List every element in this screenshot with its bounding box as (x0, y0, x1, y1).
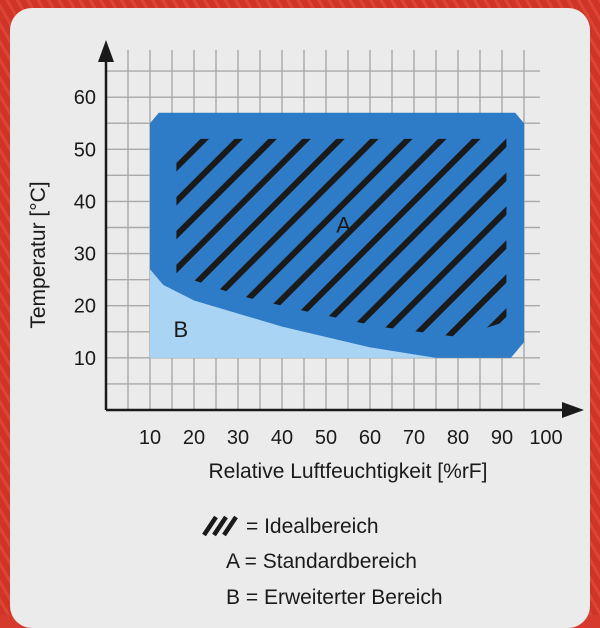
y-tick-label: 20 (74, 296, 96, 318)
y-tick-label: 30 (74, 244, 96, 266)
x-tick-label: 20 (183, 427, 205, 449)
x-axis-arrow (562, 402, 584, 418)
legend: = Idealbereich A = Standardbereich B = E… (202, 515, 443, 609)
region-label-b: B (173, 317, 188, 342)
y-tick-label: 60 (74, 87, 96, 109)
tick-labels: 10 20 30 40 50 60 70 80 90 100 10 20 30 40 50 60 (74, 87, 563, 449)
x-tick-label: 90 (491, 427, 513, 449)
x-tick-label: 60 (359, 427, 381, 449)
y-tick-label: 40 (74, 191, 96, 213)
region-label-a: A (336, 213, 351, 238)
y-axis-label: Temperatur [°C] (27, 181, 50, 328)
x-tick-label: 100 (529, 427, 562, 449)
x-tick-label: 40 (271, 427, 293, 449)
y-axis-arrow (98, 40, 114, 62)
legend-extended: B = Erweiterter Bereich (226, 586, 443, 609)
region-b (150, 269, 436, 358)
x-axis-label: Relative Luftfeuchtigkeit [%rF] (209, 460, 488, 483)
x-tick-label: 10 (139, 427, 161, 449)
x-tick-label: 70 (403, 427, 425, 449)
axes (98, 40, 584, 418)
hatch-region (176, 138, 507, 337)
legend-ideal: = Idealbereich (246, 515, 379, 538)
y-tick-label: 50 (74, 139, 96, 161)
legend-standard: A = Standardbereich (226, 550, 417, 573)
x-tick-label: 50 (315, 427, 337, 449)
x-tick-label: 30 (227, 427, 249, 449)
region-labels: AB (173, 213, 351, 342)
x-tick-label: 80 (447, 427, 469, 449)
hatch-legend-icon (202, 515, 238, 537)
regions (150, 112, 524, 358)
y-tick-label: 10 (74, 348, 96, 370)
